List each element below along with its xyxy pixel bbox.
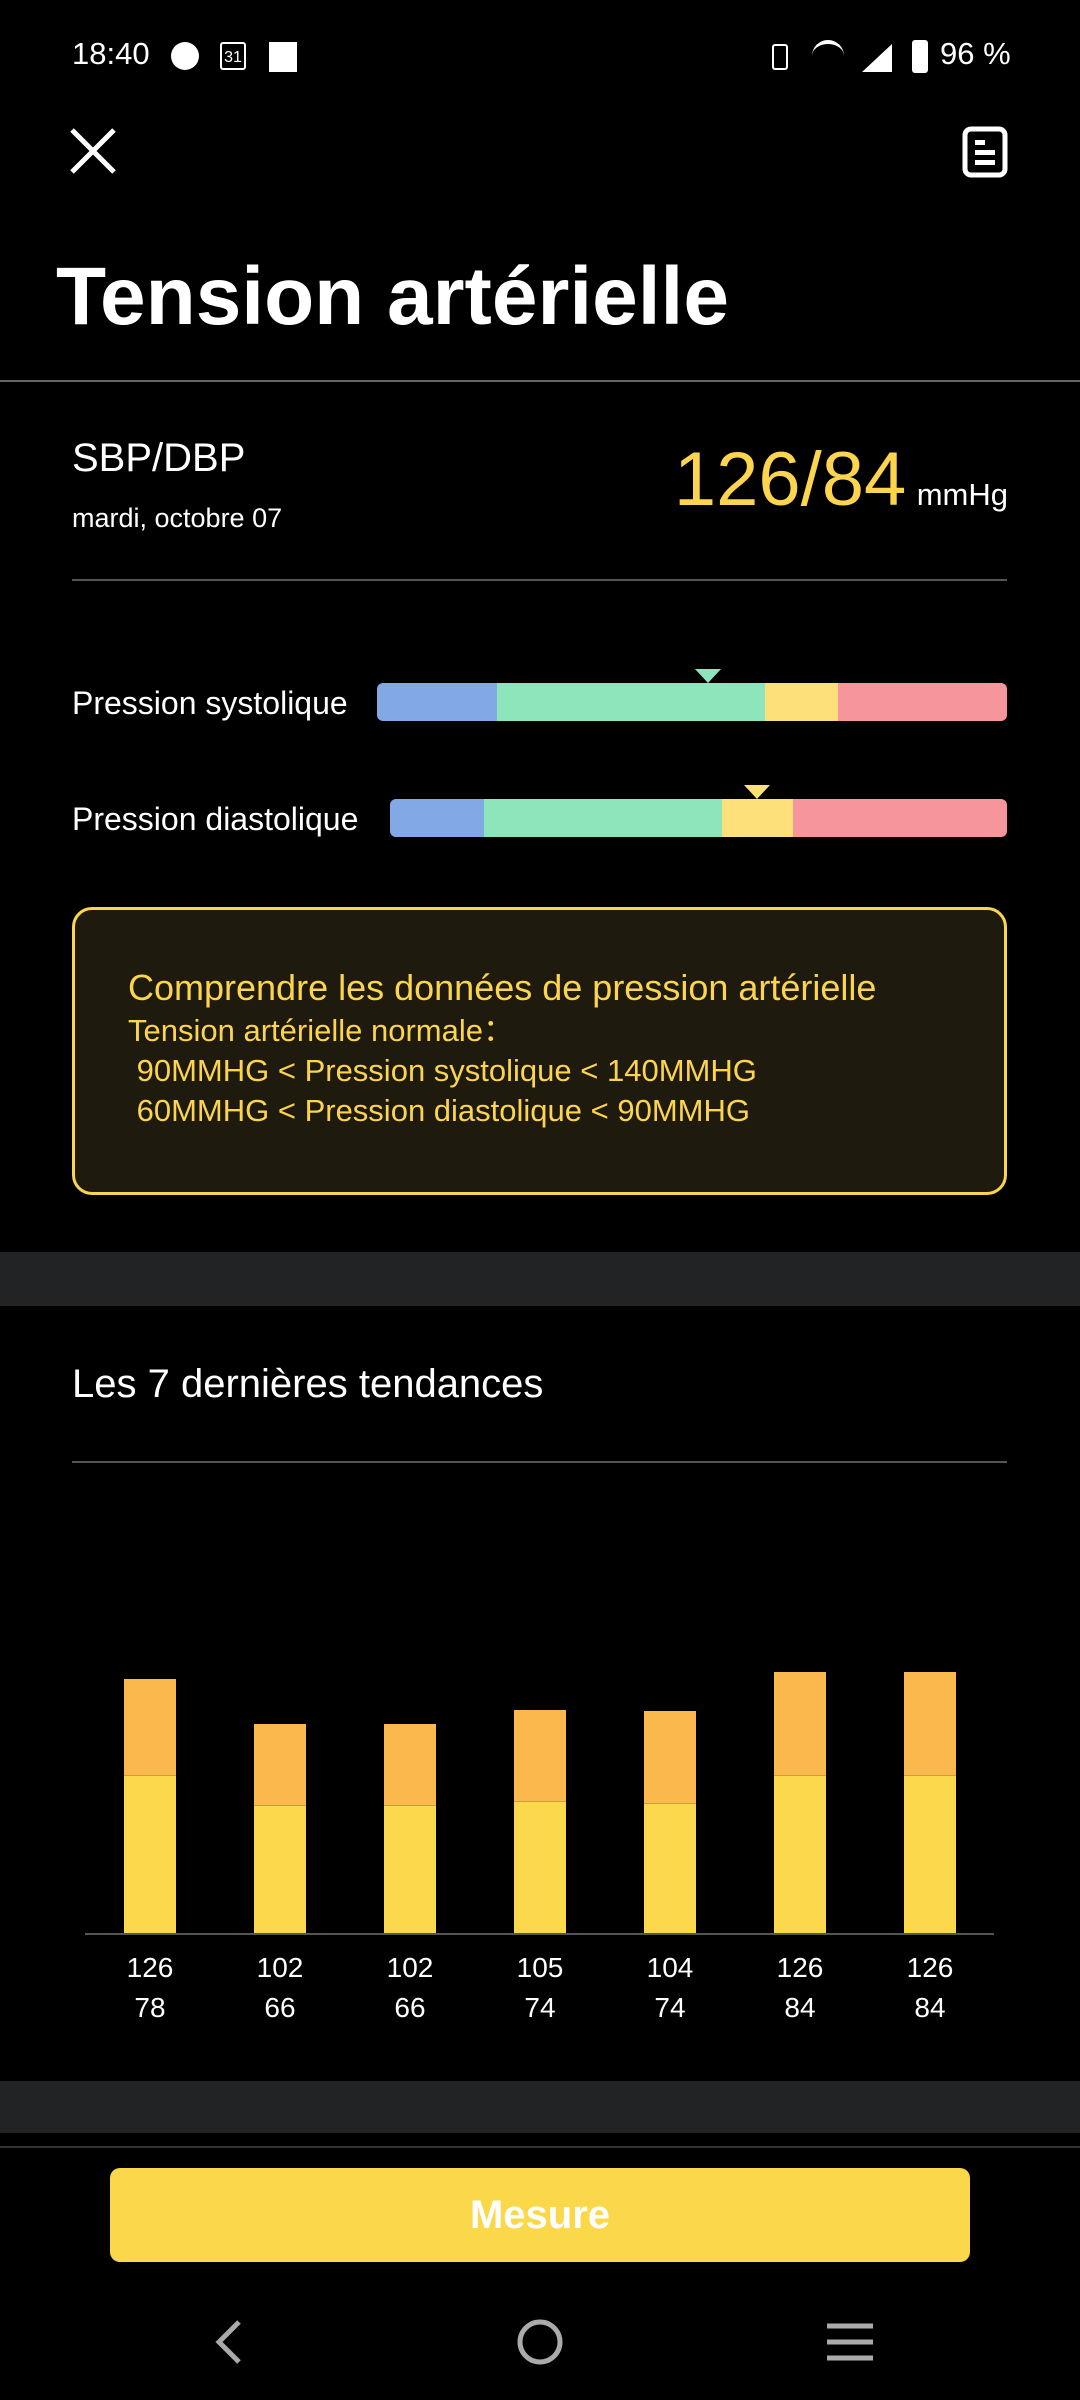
bar-diastolic (774, 1671, 826, 1777)
bar-systolic (384, 1806, 436, 1933)
section-separator (0, 1252, 1080, 1306)
bar-systolic (644, 1803, 696, 1933)
nav-recents-button[interactable] (825, 2320, 875, 2364)
recents-icon (827, 2323, 873, 2361)
systolic-marker (695, 669, 721, 683)
bar-systolic (254, 1806, 306, 1933)
nav-back-button[interactable] (205, 2316, 255, 2368)
page-title: Tension artérielle (56, 251, 729, 342)
info-title: Comprendre les données de pression artér… (128, 967, 877, 1008)
section-separator-bottom (0, 2081, 1080, 2133)
systolic-label: Pression systolique (72, 685, 348, 721)
bar-systolic (124, 1776, 176, 1933)
measure-button-label: Mesure (469, 2193, 611, 2237)
status-time: 18:40 (72, 36, 150, 71)
wifi-icon (812, 40, 844, 72)
bar-label-diastolic: 84 (784, 1992, 816, 2023)
bar-systolic (514, 1802, 566, 1933)
bar-diastolic (644, 1711, 696, 1804)
bar-label-systolic: 102 (256, 1952, 304, 1983)
nav-home-button[interactable] (515, 2317, 565, 2367)
info-line: Tension artérielle normale： (128, 1013, 514, 1048)
signal-icon (862, 44, 892, 72)
range-low (390, 799, 484, 837)
range-elevated (722, 799, 793, 837)
range-high (838, 683, 1007, 721)
bar-label-systolic: 126 (776, 1952, 824, 1983)
range-elevated (765, 683, 838, 721)
bar-label-diastolic: 78 (134, 1992, 166, 2023)
bar-label-systolic: 126 (126, 1952, 174, 1983)
summary-divider (72, 579, 1007, 581)
bar-diastolic (124, 1679, 176, 1777)
summary-date: mardi, octobre 07 (72, 503, 283, 533)
diastolic-label: Pression diastolique (72, 801, 359, 837)
range-normal (497, 683, 765, 721)
vibrate-icon (772, 44, 788, 70)
bar-label-systolic: 126 (906, 1952, 954, 1983)
summary-label: SBP/DBP (72, 436, 246, 480)
range-high (793, 799, 1007, 837)
bar-diastolic (384, 1723, 436, 1806)
summary-value: 126/84 (673, 437, 907, 522)
range-normal (484, 799, 722, 837)
measure-button[interactable]: Mesure (110, 2168, 970, 2262)
info-card: Comprendre les données de pression artér… (72, 907, 1007, 1195)
diastolic-range-bar (390, 799, 1007, 837)
chart-baseline (85, 1933, 994, 1935)
range-low (377, 683, 497, 721)
summary-value-wrap: 126/84 mmHg (674, 436, 1008, 523)
trends-divider (72, 1461, 1007, 1463)
back-icon (215, 2320, 241, 2364)
bar-label-systolic: 105 (516, 1952, 564, 1983)
document-icon (962, 126, 1008, 178)
battery-level: 96 % (940, 36, 1011, 71)
bar-diastolic (254, 1723, 306, 1806)
info-line: 90MMHG < Pression systolique < 140MMHG (128, 1053, 757, 1088)
systolic-range-bar (377, 683, 1007, 721)
bar-systolic (904, 1776, 956, 1933)
bar-label-diastolic: 74 (654, 1992, 686, 2023)
footer-divider (0, 2146, 1080, 2148)
diastolic-marker (744, 785, 770, 799)
bar-label-systolic: 102 (386, 1952, 434, 1983)
title-divider (0, 380, 1080, 382)
bar-diastolic (904, 1671, 956, 1777)
bar-systolic (774, 1776, 826, 1933)
bar-diastolic (514, 1710, 566, 1803)
bar-label-diastolic: 66 (394, 1992, 426, 2023)
bar-label-diastolic: 66 (264, 1992, 296, 2023)
bar-label-diastolic: 84 (914, 1992, 946, 2023)
info-line: 60MMHG < Pression diastolique < 90MMHG (128, 1093, 750, 1128)
battery-icon (912, 40, 928, 73)
calendar-icon: 31 (220, 42, 246, 70)
messenger-icon (171, 42, 199, 70)
close-button[interactable] (68, 126, 118, 176)
report-button[interactable] (962, 126, 1008, 178)
bar-label-systolic: 104 (646, 1952, 694, 1983)
summary-unit: mmHg (916, 477, 1008, 512)
bar-label-diastolic: 74 (524, 1992, 556, 2023)
home-icon (517, 2319, 563, 2365)
close-icon (70, 128, 116, 174)
app-notification-icon (269, 42, 297, 72)
trends-title: Les 7 dernières tendances (72, 1362, 544, 1406)
